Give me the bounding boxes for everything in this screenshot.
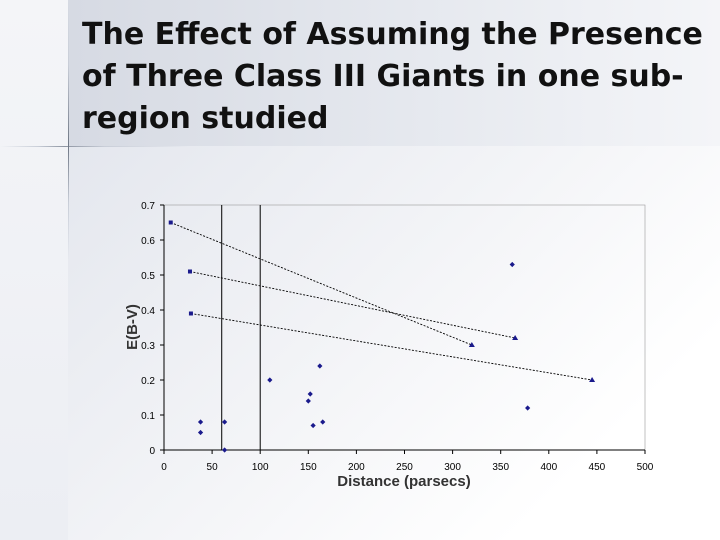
data-point-square [187, 269, 192, 274]
data-points [168, 220, 596, 453]
data-point-square [188, 311, 193, 316]
x-axis-label: Distance (parsecs) [337, 473, 470, 490]
connector-line [170, 222, 473, 346]
data-point-triangle [512, 335, 519, 340]
slide-title: The Effect of Assuming the Presence of T… [82, 17, 703, 136]
data-point-triangle [589, 377, 596, 382]
connector-lines [170, 222, 593, 381]
x-tick-label: 100 [252, 462, 269, 473]
x-tick-label: 400 [540, 462, 557, 473]
body-background [68, 146, 720, 540]
y-tick-label: 0.2 [141, 376, 155, 387]
x-tick-label: 500 [637, 462, 654, 473]
y-tick-label: 0.7 [141, 201, 155, 212]
connector-line [190, 313, 593, 381]
data-point-triangle [468, 342, 475, 347]
left-panel [0, 0, 68, 540]
decorative-horizontal-line [0, 146, 190, 147]
y-tick-label: 0.6 [141, 236, 155, 247]
x-tick-label: 350 [492, 462, 509, 473]
y-tick-label: 0 [149, 446, 155, 457]
plot-frame [163, 204, 646, 451]
data-point-diamond [305, 398, 311, 404]
decorative-vertical-line [68, 0, 69, 260]
x-tick-label: 50 [207, 462, 219, 473]
chart-ticks: 0 50 100 150 200 250 300 350 400 450 500 0 0.1 0.2 0.3… [141, 201, 654, 473]
y-axis-label: E(B-V) [124, 304, 141, 350]
data-point-diamond [222, 419, 228, 425]
x-tick-label: 0 [161, 462, 167, 473]
data-point-diamond [197, 429, 204, 436]
data-point-diamond [509, 261, 515, 268]
data-point-diamond [307, 391, 313, 397]
y-tick-label: 0.4 [141, 306, 155, 317]
data-point-diamond [317, 363, 323, 369]
data-point-diamond [525, 405, 531, 411]
data-point-diamond [310, 422, 316, 429]
data-point-diamond [222, 447, 228, 453]
x-tick-label: 250 [396, 462, 413, 473]
x-tick-label: 300 [444, 462, 461, 473]
data-point-diamond [320, 419, 326, 425]
x-tick-label: 450 [589, 462, 606, 473]
x-tick-label: 150 [300, 462, 317, 473]
chart-axes [163, 204, 646, 451]
y-tick-label: 0.1 [141, 411, 155, 422]
data-point-diamond [267, 377, 273, 383]
data-point-diamond [197, 419, 204, 425]
y-tick-label: 0.5 [141, 271, 155, 282]
data-point-square [168, 220, 173, 225]
y-tick-label: 0.3 [141, 341, 155, 352]
reference-lines [221, 205, 261, 450]
title-band [68, 0, 720, 146]
x-tick-label: 200 [348, 462, 365, 473]
connector-line [189, 271, 516, 339]
